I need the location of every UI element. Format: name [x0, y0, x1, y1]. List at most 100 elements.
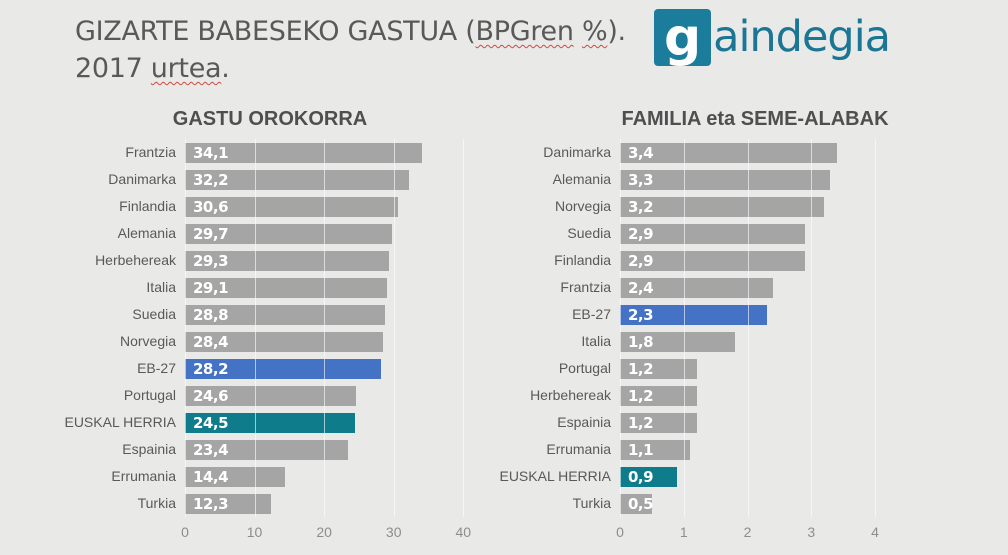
bar-value-label: 34,1: [193, 143, 229, 162]
bar-suedia: 28,8: [185, 304, 386, 325]
bar-value-label: 3,2: [628, 197, 654, 216]
axis-row: 0 10 20 30 40: [60, 519, 480, 545]
bar-row: 0,5: [620, 490, 935, 517]
bar-value-label: 23,4: [193, 440, 229, 459]
title-text: GIZARTE BABESEKO GASTUA (: [75, 16, 476, 47]
bar-danimarka: 32,2: [185, 169, 410, 190]
chart-body: Danimarka Alemania Norvegia Suedia Finlandia…: [495, 139, 935, 517]
bar-value-label: 29,1: [193, 278, 229, 297]
bar-value-label: 24,5: [193, 413, 229, 432]
bar-value-label: 24,6: [193, 386, 229, 405]
category-label-norvegia: Norvegia: [119, 333, 176, 349]
gridline: [875, 139, 877, 517]
category-label-portugal: Portugal: [558, 360, 611, 376]
bar-value-label: 1,8: [628, 332, 654, 351]
bar-espainia: 1,2: [620, 412, 697, 433]
bar-value-label: 28,4: [193, 332, 229, 351]
axis-tick-label: 0: [616, 524, 624, 540]
bar-eb-27: 28,2: [185, 358, 382, 379]
title-text: 2017: [75, 53, 151, 84]
bar-danimarka: 3,4: [620, 142, 837, 163]
bar-value-label: 2,4: [628, 278, 654, 297]
bar-value-label: 12,3: [193, 494, 229, 513]
bar-row: 30,6: [185, 193, 480, 220]
main-title-line2: 2017 urtea.: [75, 50, 1008, 87]
chart-title: FAMILIA eta SEME-ALABAK: [621, 108, 889, 130]
bar-value-label: 30,6: [193, 197, 229, 216]
category-label-suedia: Suedia: [567, 225, 611, 241]
gaindegia-logo-icon: g: [654, 9, 712, 66]
axis-tick-label: 1: [679, 524, 688, 540]
category-label-italia: Italia: [146, 279, 176, 295]
category-label-alemania: Alemania: [117, 225, 176, 241]
bar-row: 1,2: [620, 355, 935, 382]
gridline: [463, 139, 465, 517]
category-label-finlandia: Finlandia: [119, 198, 176, 214]
gridline: [254, 139, 256, 517]
chart-gastu-orokorra: GASTU OROKORRA Frantzia Danimarka Finlandi…: [60, 105, 480, 545]
gridline: [185, 139, 186, 517]
gridline: [811, 139, 813, 517]
category-label-finlandia: Finlandia: [554, 252, 611, 268]
bar-row: 14,4: [185, 463, 480, 490]
bar-frantzia: 2,4: [620, 277, 774, 298]
bar-euskal-herria: 24,5: [185, 412, 356, 433]
chart-body: Frantzia Danimarka Finlandia Alemania Herbeh…: [60, 139, 480, 517]
category-label-eb-27: EB-27: [572, 306, 611, 322]
title-text: .: [221, 53, 230, 84]
title-misspelled-word: urtea: [150, 53, 222, 84]
slide-header: GIZARTE BABESEKO GASTUA (BPGren %). 2017…: [0, 0, 1008, 99]
category-label-euskal-herria: EUSKAL HERRIA: [64, 414, 176, 430]
bar-row: 28,8: [185, 301, 480, 328]
bar-row: 1,2: [620, 382, 935, 409]
bar-row: 32,2: [185, 166, 480, 193]
axis-tick-label: 2: [743, 524, 752, 540]
x-axis: 0 10 20 30 40: [181, 519, 480, 545]
x-axis: 0 1 2 3 4: [616, 519, 935, 545]
bar-portugal: 1,2: [620, 358, 697, 379]
category-label-turkia: Turkia: [572, 495, 611, 511]
chart-familia-seme-alabak: FAMILIA eta SEME-ALABAK Danimarka Alemani…: [495, 105, 935, 545]
axis-spacer: [495, 519, 620, 545]
bar-value-label: 14,4: [193, 467, 229, 486]
bar-value-label: 28,8: [193, 305, 229, 324]
main-title: GIZARTE BABESEKO GASTUA (BPGren %). 2017…: [75, 13, 1008, 87]
bar-value-label: 2,9: [628, 224, 654, 243]
bar-espainia: 23,4: [185, 439, 348, 460]
bar-euskal-herria: 0,9: [620, 466, 678, 487]
category-label-espainia: Espainia: [122, 441, 176, 457]
bar-row: 2,3: [620, 301, 935, 328]
gaindegia-logo: g aindegia: [654, 9, 891, 66]
bar-finlandia: 30,6: [185, 196, 398, 217]
bar-errumania: 1,1: [620, 439, 691, 460]
bar-row: 12,3: [185, 490, 480, 517]
bar-errumania: 14,4: [185, 466, 286, 487]
chart-title: GASTU OROKORRA: [172, 108, 368, 130]
bar-norvegia: 28,4: [185, 331, 383, 352]
title-misspelled-word: BPGren: [475, 16, 574, 47]
category-label-danimarka: Danimarka: [108, 171, 176, 187]
title-text: ).: [607, 16, 626, 47]
bar-row: 1,1: [620, 436, 935, 463]
bar-value-label: 3,3: [628, 170, 654, 189]
axis-tick-label: 40: [455, 524, 472, 540]
category-label-errumania: Errumania: [111, 468, 176, 484]
gridline: [747, 139, 749, 517]
bar-row: 24,5: [185, 409, 480, 436]
axis-tick-label: 10: [246, 524, 263, 540]
bar-herbehereak: 1,2: [620, 385, 697, 406]
bar-value-label: 1,2: [628, 359, 654, 378]
bar-row: 34,1: [185, 139, 480, 166]
title-misspelled-word: %: [581, 16, 608, 47]
bar-row: 24,6: [185, 382, 480, 409]
bar-row: 3,2: [620, 193, 935, 220]
plot-area: 34,1 32,2 30,6 29,7 29,3 29,1 28,8 28,4 28,2 24,6…: [185, 139, 480, 517]
bar-portugal: 24,6: [185, 385, 357, 406]
bar-value-label: 29,3: [193, 251, 229, 270]
bar-value-label: 1,1: [628, 440, 654, 459]
bar-value-label: 32,2: [193, 170, 229, 189]
category-labels: Danimarka Alemania Norvegia Suedia Finlandia…: [495, 139, 620, 517]
bar-finlandia: 2,9: [620, 250, 805, 271]
bar-row: 1,2: [620, 409, 935, 436]
bar-turkia: 12,3: [185, 493, 271, 514]
